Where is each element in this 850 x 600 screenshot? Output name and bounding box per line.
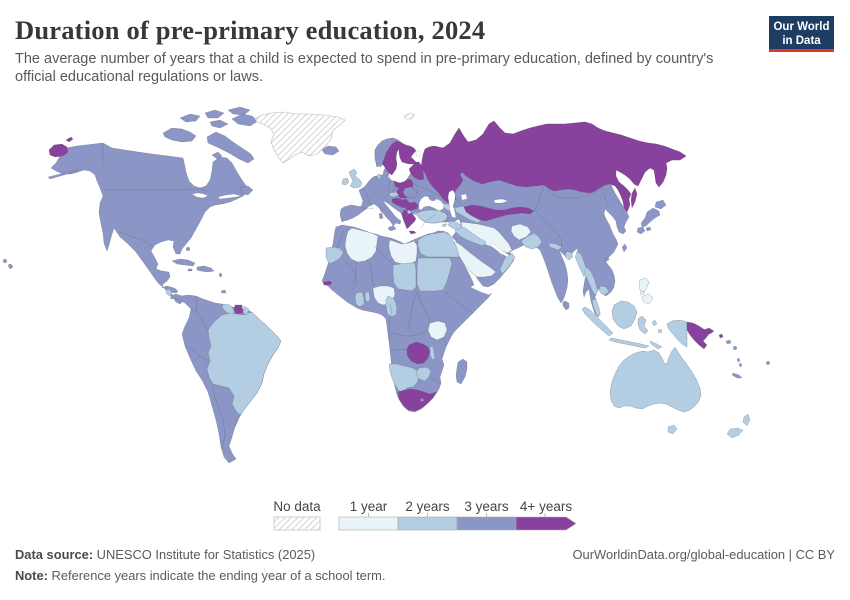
svg-text:4+ years: 4+ years [520, 499, 572, 514]
svg-text:No data: No data [273, 499, 321, 514]
svg-text:2 years: 2 years [405, 499, 450, 514]
svg-text:3 years: 3 years [464, 499, 509, 514]
svg-text:1 year: 1 year [350, 499, 388, 514]
